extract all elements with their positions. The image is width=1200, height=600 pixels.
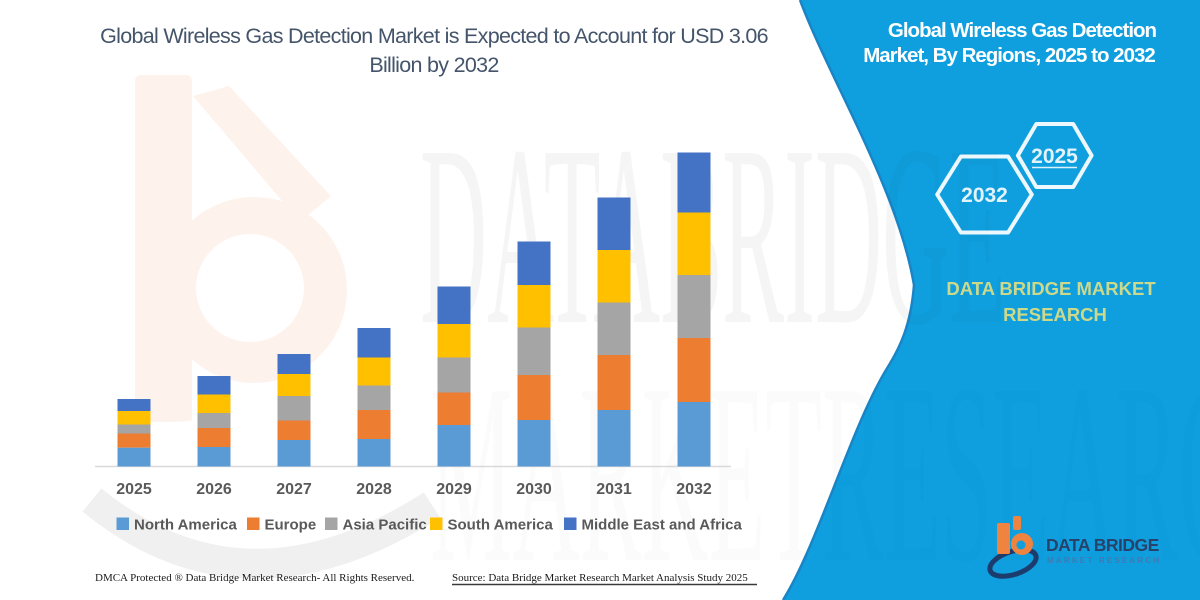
svg-text:Middle East and Africa: Middle East and Africa <box>582 517 743 534</box>
svg-text:2029: 2029 <box>436 481 472 498</box>
svg-text:2028: 2028 <box>356 481 392 498</box>
svg-text:DATA BRIDGE MARKET: DATA BRIDGE MARKET <box>946 278 1156 299</box>
svg-text:Europe: Europe <box>265 517 317 534</box>
svg-text:Source: Data Bridge Market Res: Source: Data Bridge Market Research Mark… <box>452 572 748 584</box>
svg-text:Billion by 2032: Billion by 2032 <box>369 53 498 77</box>
svg-text:Asia Pacific: Asia Pacific <box>343 517 427 534</box>
svg-text:Market, By Regions, 2025 to 20: Market, By Regions, 2025 to 2032 <box>863 44 1155 67</box>
svg-text:2032: 2032 <box>676 481 712 498</box>
svg-text:DMCA Protected ® Data Bridge M: DMCA Protected ® Data Bridge Market Rese… <box>95 572 415 584</box>
svg-text:2025: 2025 <box>1031 145 1078 168</box>
svg-text:RESEARCH: RESEARCH <box>1003 304 1107 325</box>
svg-text:2027: 2027 <box>276 481 312 498</box>
svg-text:2031: 2031 <box>596 481 632 498</box>
svg-text:North America: North America <box>134 517 237 534</box>
svg-text:Global Wireless Gas Detection: Global Wireless Gas Detection Market is … <box>100 24 769 48</box>
svg-text:DATA BRIDGE: DATA BRIDGE <box>1046 535 1159 555</box>
svg-text:South America: South America <box>448 517 554 534</box>
svg-text:2032: 2032 <box>961 184 1008 207</box>
svg-text:2025: 2025 <box>116 481 152 498</box>
svg-text:2030: 2030 <box>516 481 552 498</box>
svg-text:2026: 2026 <box>196 481 232 498</box>
svg-text:Global Wireless Gas Detection: Global Wireless Gas Detection <box>888 19 1157 42</box>
svg-text:MARKET RESEARCH: MARKET RESEARCH <box>1047 556 1161 565</box>
